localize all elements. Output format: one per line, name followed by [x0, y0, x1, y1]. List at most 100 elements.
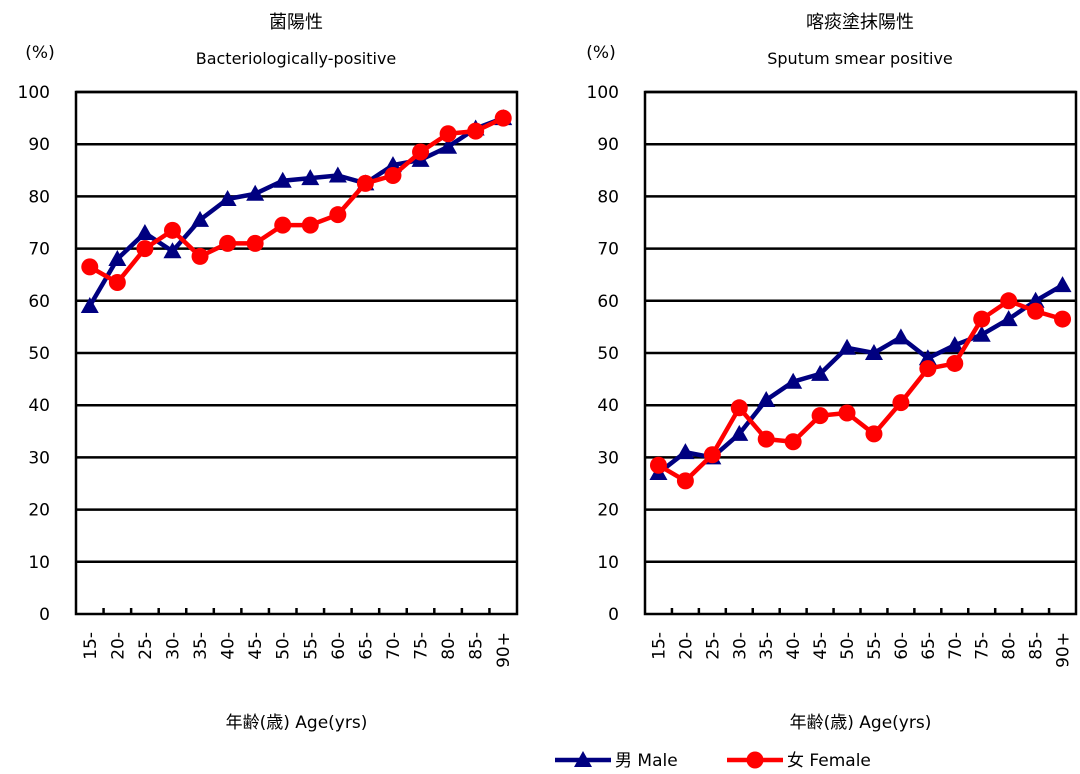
x-tick-label: 40- — [219, 632, 239, 660]
x-tick-label: 55- — [865, 632, 885, 660]
point-male — [1053, 276, 1072, 293]
point-male — [1026, 291, 1045, 308]
point-male — [218, 190, 237, 207]
series-line-male — [657, 283, 1064, 475]
point-female — [838, 404, 856, 422]
point-male — [676, 443, 695, 460]
y-tick-label: 80 — [597, 187, 619, 207]
legend: 男 Male 女 Female — [555, 751, 871, 771]
y-tick-label: 30 — [597, 448, 619, 468]
point-male — [999, 310, 1018, 327]
y-tick-label: 20 — [28, 501, 50, 521]
point-male — [80, 297, 99, 314]
y-tick-label: 10 — [597, 553, 619, 573]
point-female — [108, 274, 126, 292]
point-female — [703, 446, 721, 464]
y-tick-label: 30 — [28, 448, 50, 468]
point-female — [191, 247, 209, 265]
x-tick-label: 30- — [163, 632, 183, 660]
x-tick-label: 70- — [384, 632, 404, 660]
point-male — [439, 137, 458, 154]
x-axis-label: 年齢(歳) Age(yrs) — [226, 713, 368, 733]
point-female — [811, 407, 829, 425]
point-male — [273, 171, 292, 188]
point-male — [730, 424, 749, 441]
point-female — [329, 206, 347, 224]
point-male — [301, 169, 320, 186]
x-tick-label: 70- — [946, 632, 966, 660]
point-female — [865, 425, 883, 443]
x-tick-label: 80- — [439, 632, 459, 660]
x-tick-label: 75- — [412, 632, 432, 660]
point-male — [135, 223, 154, 240]
y-tick-label: 70 — [597, 240, 619, 260]
point-male — [945, 336, 964, 353]
point-male — [163, 242, 182, 259]
x-axis-label: 年齢(歳) Age(yrs) — [790, 713, 932, 733]
point-female — [676, 472, 694, 490]
y-tick-label: 10 — [28, 553, 50, 573]
y-axis-label: (%) — [586, 43, 615, 63]
x-tick-label: 20- — [108, 632, 128, 660]
point-female — [439, 125, 457, 143]
chart-subtitle: Sputum smear positive — [767, 49, 953, 68]
point-female — [784, 433, 802, 451]
x-tick-label: 45- — [246, 632, 266, 660]
chart-title: 菌陽性 — [269, 12, 323, 33]
point-female — [1027, 302, 1045, 320]
point-male — [972, 325, 991, 342]
legend-label-female: 女 Female — [787, 751, 871, 771]
y-tick-label: 100 — [18, 83, 50, 103]
point-male — [328, 166, 347, 183]
point-male — [864, 344, 883, 360]
point-female — [467, 122, 485, 140]
point-female — [384, 167, 402, 185]
point-male — [108, 250, 127, 267]
legend-label-male: 男 Male — [615, 751, 678, 771]
point-male — [191, 210, 210, 227]
y-tick-label: 90 — [597, 135, 619, 155]
chart-2: 喀痰塗抹陽性 Sputum smear positive (%) 0 10 20 30 40 5… — [586, 11, 1078, 733]
x-tick-label: 65- — [356, 632, 376, 660]
point-male — [383, 156, 402, 173]
point-female — [356, 174, 374, 192]
x-tick-label: 20- — [676, 632, 696, 660]
point-female — [163, 221, 181, 239]
series-line-male — [87, 115, 505, 308]
x-tick-label: 80- — [1000, 632, 1020, 660]
x-tick-label: 75- — [973, 632, 993, 660]
point-female — [649, 456, 667, 474]
point-female — [274, 216, 292, 234]
y-tick-label: 70 — [28, 240, 50, 260]
point-female — [730, 399, 748, 417]
chart-subtitle: Bacteriologically-positive — [196, 49, 397, 68]
point-female — [919, 360, 937, 378]
y-tick-label: 50 — [597, 344, 619, 364]
y-tick-label: 50 — [28, 344, 50, 364]
point-female — [136, 240, 154, 258]
point-male — [784, 372, 803, 389]
point-female — [81, 258, 99, 276]
x-tick-label: 60- — [892, 632, 912, 660]
x-tick-label: 60- — [329, 632, 349, 660]
x-tick-label: 30- — [730, 632, 750, 660]
point-male — [891, 328, 910, 345]
y-tick-label: 40 — [597, 396, 619, 416]
y-tick-label: 90 — [28, 135, 50, 155]
legend-marker-female — [746, 751, 764, 769]
point-female — [412, 143, 430, 161]
x-tick-label: 25- — [703, 632, 723, 660]
point-female — [973, 310, 991, 328]
x-tick-label: 35- — [191, 632, 211, 660]
y-tick-label: 100 — [587, 83, 619, 103]
x-tick-label: 35- — [757, 632, 777, 660]
y-tick-label: 80 — [28, 187, 50, 207]
y-tick-label: 0 — [608, 605, 619, 625]
x-tick-label: 85- — [1027, 632, 1047, 660]
point-female — [1054, 310, 1072, 328]
x-tick-label: 15- — [649, 632, 669, 660]
y-tick-label: 60 — [28, 292, 50, 312]
series-line-female — [88, 116, 505, 285]
chart-title: 喀痰塗抹陽性 — [806, 11, 914, 33]
